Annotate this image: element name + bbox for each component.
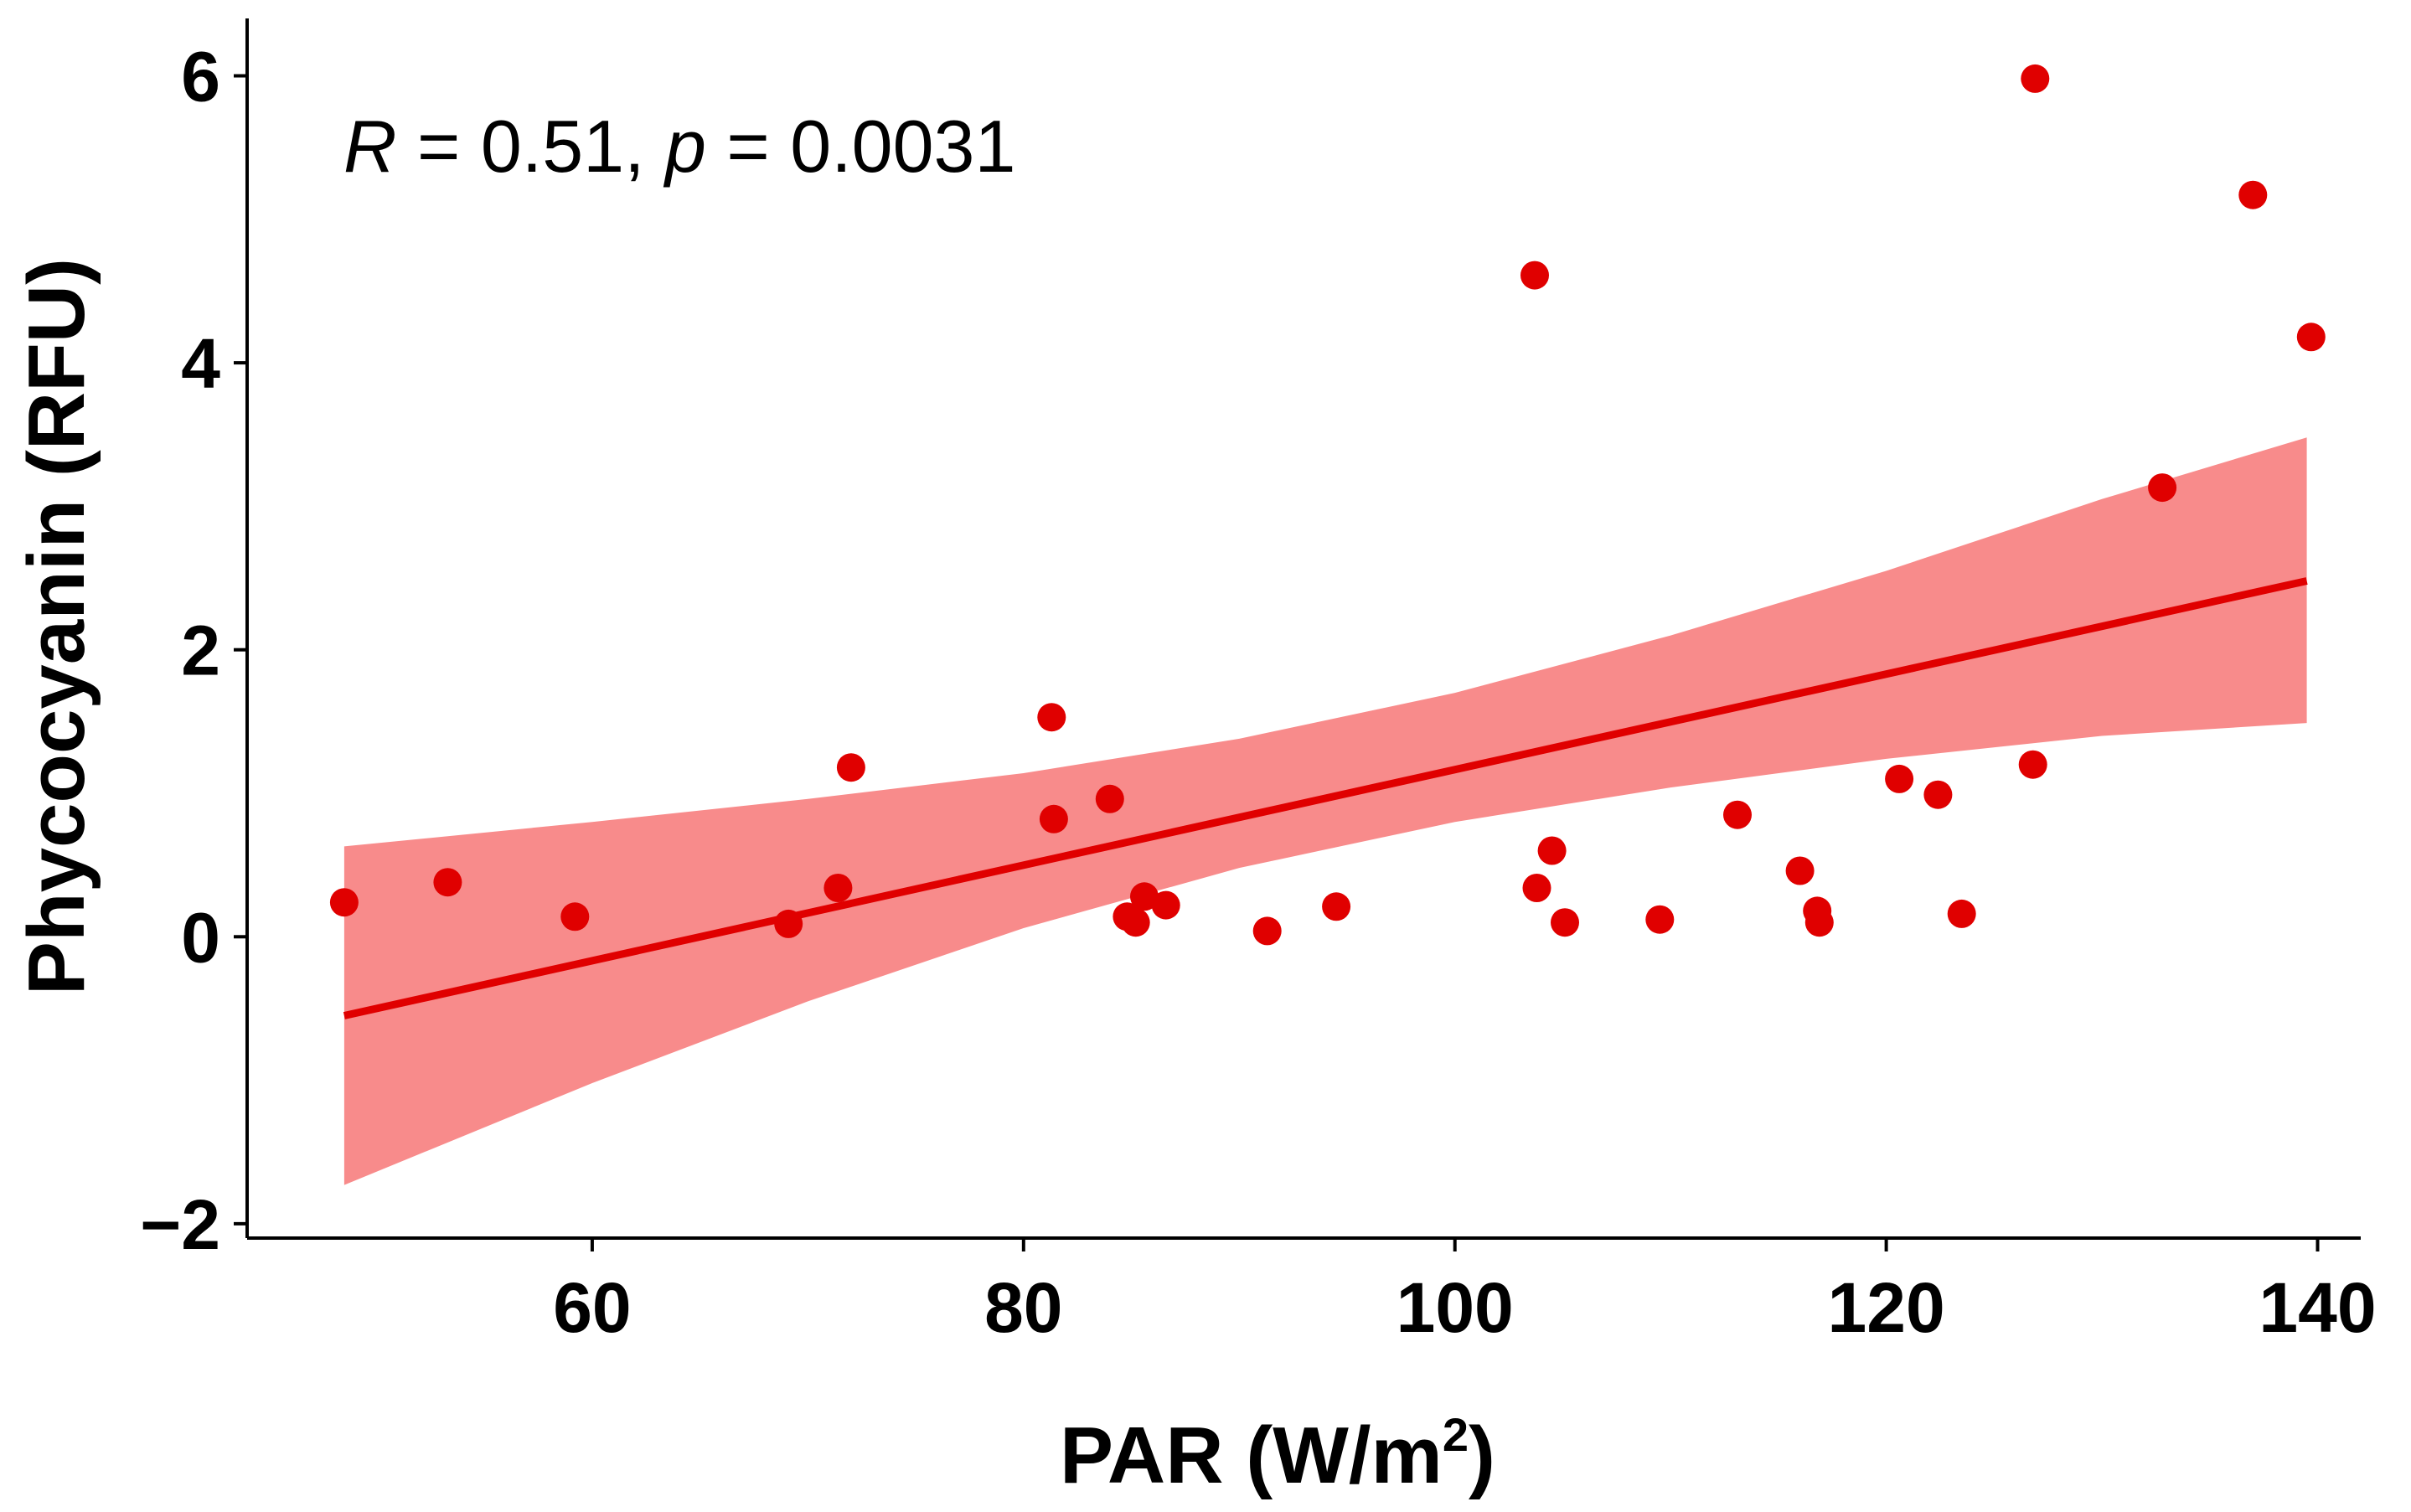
data-point <box>1039 804 1068 833</box>
x-tick-label: 120 <box>1828 1268 1945 1347</box>
x-axis-title: PAR (W/m2) <box>1060 1408 1495 1500</box>
x-tick-label: 80 <box>984 1268 1062 1347</box>
data-point <box>774 909 803 938</box>
data-point <box>329 888 359 917</box>
data-point <box>1947 899 1976 928</box>
data-point <box>1645 905 1675 934</box>
p-symbol: p <box>663 105 706 188</box>
data-point <box>1520 261 1549 290</box>
x-tick-label: 100 <box>1397 1268 1514 1347</box>
x-axis-ticks: 60 80 100 120 140 <box>553 1238 2377 1347</box>
y-tick-label: 0 <box>181 898 220 977</box>
y-tick-label: 2 <box>181 612 220 690</box>
y-tick-label: −2 <box>140 1185 220 1264</box>
data-point <box>2148 473 2177 503</box>
y-tick-label: 4 <box>181 324 220 403</box>
y-tick-label: 6 <box>181 38 220 116</box>
r-value: = 0.51, <box>397 105 665 188</box>
data-point <box>1322 892 1351 921</box>
data-point <box>823 874 853 902</box>
x-tick-label: 60 <box>553 1268 631 1347</box>
data-point <box>2018 750 2047 779</box>
x-axis-title-close: ) <box>1469 1411 1495 1500</box>
data-point <box>1130 882 1159 911</box>
p-value: = 0.0031 <box>706 105 1015 188</box>
y-axis-ticks: −2 0 2 4 6 <box>140 38 247 1264</box>
data-points <box>329 64 2326 946</box>
data-point <box>836 753 865 782</box>
data-point <box>2296 323 2326 352</box>
r-symbol: R <box>343 105 397 188</box>
regression-line <box>343 577 2308 1019</box>
data-point <box>1785 856 1815 885</box>
data-point <box>1037 703 1066 732</box>
data-point <box>2238 180 2268 209</box>
data-point <box>1551 908 1579 937</box>
data-point <box>1723 800 1752 829</box>
confidence-band <box>343 437 2307 1185</box>
x-tick-label: 140 <box>2259 1268 2376 1347</box>
data-point <box>1804 908 1834 937</box>
data-point <box>1537 836 1567 865</box>
data-point <box>1923 780 1953 809</box>
data-point <box>1151 890 1180 920</box>
data-point <box>1095 784 1124 813</box>
data-point <box>1885 764 1914 793</box>
data-point <box>1522 874 1551 902</box>
data-point <box>2021 64 2050 93</box>
correlation-annotation: R = 0.51, p = 0.0031 <box>343 105 1015 188</box>
x-axis-title-base: PAR (W/m <box>1060 1411 1443 1500</box>
data-point <box>1121 908 1150 937</box>
y-axis-title: Phycocyanin (RFU) <box>12 258 101 995</box>
data-point <box>560 902 590 931</box>
data-point <box>433 868 462 897</box>
x-axis-title-superscript: 2 <box>1443 1408 1469 1461</box>
data-point <box>1252 916 1282 946</box>
